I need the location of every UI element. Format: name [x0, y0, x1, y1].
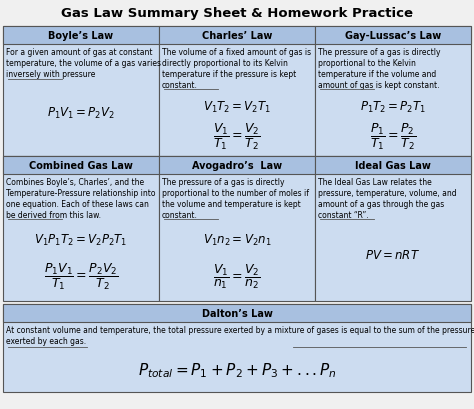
Text: For a given amount of gas at constant
temperature, the volume of a gas varies
in: For a given amount of gas at constant te…: [6, 48, 161, 79]
Text: Boyle’s Law: Boyle’s Law: [48, 31, 114, 41]
Text: The volume of a fixed amount of gas is
directly proportional to its Kelvin
tempe: The volume of a fixed amount of gas is d…: [162, 48, 311, 90]
Text: $\dfrac{V_1}{T_1} = \dfrac{V_2}{T_2}$: $\dfrac{V_1}{T_1} = \dfrac{V_2}{T_2}$: [213, 121, 261, 151]
Text: Gay-Lussac’s Law: Gay-Lussac’s Law: [345, 31, 441, 41]
Text: The Ideal Gas Law relates the
pressure, temperature, volume, and
amount of a gas: The Ideal Gas Law relates the pressure, …: [318, 178, 456, 220]
Bar: [159, 157, 315, 301]
Text: $P_{total} = P_1 + P_2 + P_3 + ...P_n$: $P_{total} = P_1 + P_2 + P_3 + ...P_n$: [137, 360, 337, 379]
Bar: [315, 27, 471, 45]
Bar: [3, 157, 159, 301]
Text: $\dfrac{V_1}{n_1} = \dfrac{V_2}{n_2}$: $\dfrac{V_1}{n_1} = \dfrac{V_2}{n_2}$: [213, 262, 261, 290]
Text: At constant volume and temperature, the total pressure exerted by a mixture of g: At constant volume and temperature, the …: [6, 325, 474, 345]
Bar: [315, 27, 471, 157]
Bar: [3, 27, 159, 45]
Text: $P_1T_2 = P_2T_1$: $P_1T_2 = P_2T_1$: [360, 100, 426, 115]
Text: Combined Gas Law: Combined Gas Law: [29, 161, 133, 171]
Text: Avogadro’s  Law: Avogadro’s Law: [192, 161, 282, 171]
Text: Combines Boyle’s, Charles’, and the
Temperature-Pressure relationship into
one e: Combines Boyle’s, Charles’, and the Temp…: [6, 178, 155, 220]
Text: Ideal Gas Law: Ideal Gas Law: [355, 161, 431, 171]
Bar: [315, 157, 471, 301]
Text: $V_1n_2 = V_2n_1$: $V_1n_2 = V_2n_1$: [203, 233, 271, 248]
Bar: [159, 27, 315, 157]
Text: Gas Law Summary Sheet & Homework Practice: Gas Law Summary Sheet & Homework Practic…: [61, 7, 413, 20]
Text: $P_1V_1 = P_2V_2$: $P_1V_1 = P_2V_2$: [47, 105, 115, 120]
Text: $\dfrac{P_1}{T_1} = \dfrac{P_2}{T_2}$: $\dfrac{P_1}{T_1} = \dfrac{P_2}{T_2}$: [370, 121, 416, 151]
Bar: [3, 304, 471, 392]
Text: $V_1P_1T_2 = V_2P_2T_1$: $V_1P_1T_2 = V_2P_2T_1$: [34, 233, 128, 248]
Bar: [159, 27, 315, 45]
Text: The pressure of a gas is directly
proportional to the number of moles if
the vol: The pressure of a gas is directly propor…: [162, 178, 309, 220]
Bar: [3, 304, 471, 322]
Text: The pressure of a gas is directly
proportional to the Kelvin
temperature if the : The pressure of a gas is directly propor…: [318, 48, 440, 90]
Text: $\dfrac{P_1V_1}{T_1} = \dfrac{P_2V_2}{T_2}$: $\dfrac{P_1V_1}{T_1} = \dfrac{P_2V_2}{T_…: [44, 261, 118, 291]
Bar: [3, 157, 159, 175]
Text: Dalton’s Law: Dalton’s Law: [201, 308, 273, 318]
Text: $V_1T_2 = V_2T_1$: $V_1T_2 = V_2T_1$: [203, 100, 271, 115]
Bar: [3, 27, 159, 157]
Bar: [159, 157, 315, 175]
Text: Charles’ Law: Charles’ Law: [202, 31, 272, 41]
Bar: [315, 157, 471, 175]
Text: $PV = nRT$: $PV = nRT$: [365, 248, 420, 261]
